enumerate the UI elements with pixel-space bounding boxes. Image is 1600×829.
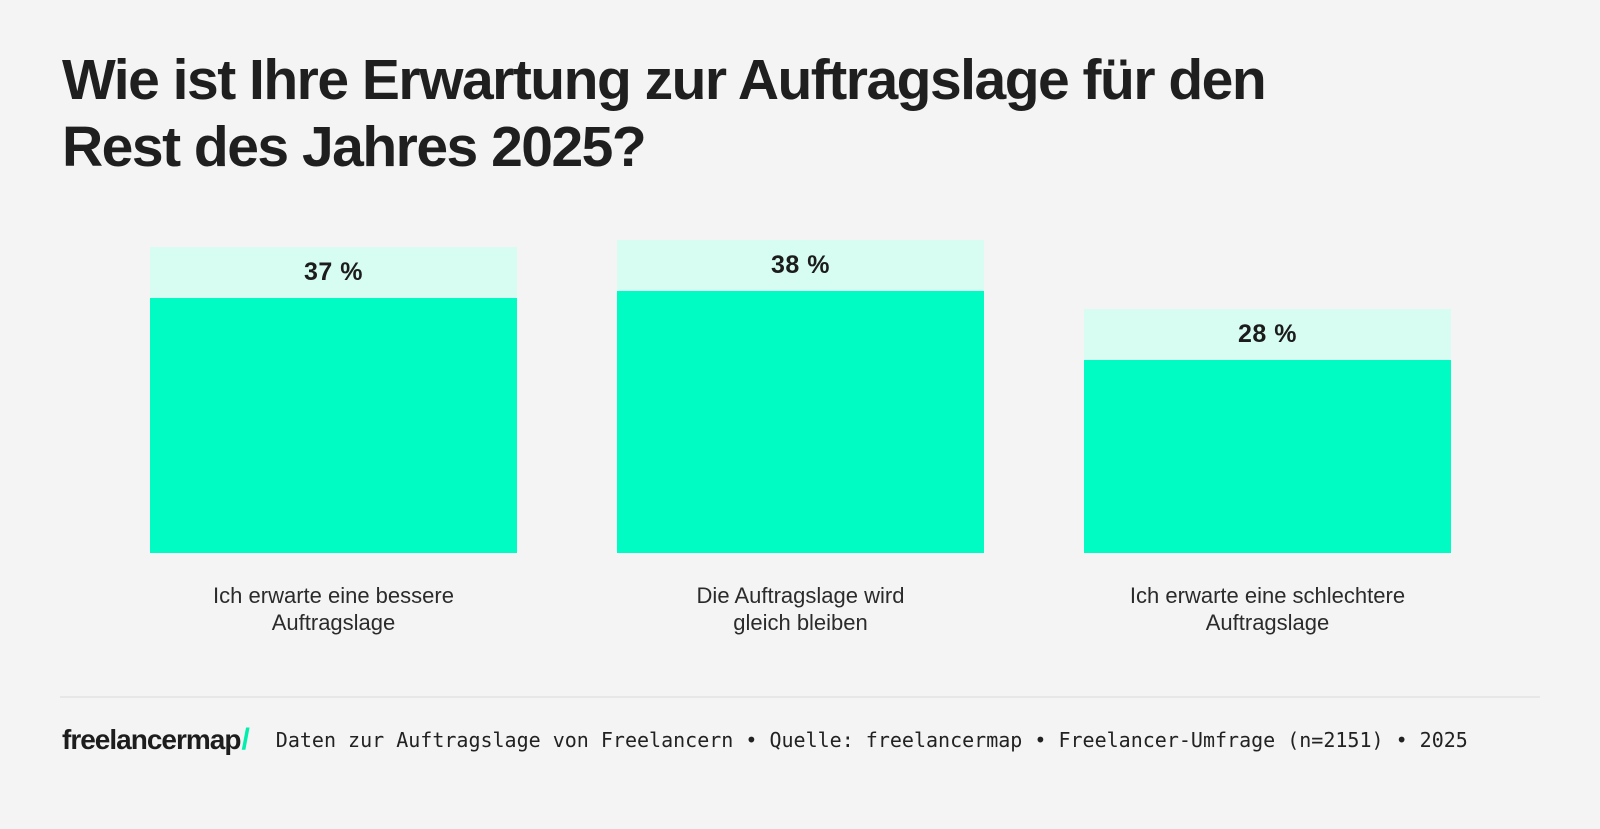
category-label-line: Auftragslage <box>271 610 396 635</box>
bar-cap: 38 % <box>617 240 984 291</box>
category-labels-row: Ich erwarte eine bessere Auftragslage Di… <box>150 582 1451 636</box>
bar-group: 38 % <box>617 240 984 553</box>
bar-fill <box>150 298 517 553</box>
logo-wordmark: freelancermap <box>62 724 241 755</box>
category-label-line: gleich bleiben <box>733 610 868 635</box>
category-label-line: Ich erwarte eine schlechtere <box>1129 583 1406 608</box>
category-label: Ich erwarte eine schlechtere Auftragslag… <box>1084 582 1451 636</box>
bar-cap: 28 % <box>1084 309 1451 360</box>
bar-group: 37 % <box>150 247 517 553</box>
bar-fill <box>617 291 984 553</box>
bar-value-label: 28 % <box>1238 320 1297 348</box>
logo-slash-icon: / <box>241 723 250 756</box>
page-title: Wie ist Ihre Erwartung zur Auftragslage … <box>62 48 1267 179</box>
category-label: Die Auftragslage wird gleich bleiben <box>617 582 984 636</box>
bar-chart: 37 % 38 % 28 % <box>150 0 1451 553</box>
bar-cap: 37 % <box>150 247 517 298</box>
category-label: Ich erwarte eine bessere Auftragslage <box>150 582 517 636</box>
category-label-line: Auftragslage <box>1205 610 1330 635</box>
footer-divider <box>60 696 1540 698</box>
bar-fill <box>1084 360 1451 553</box>
source-caption: Daten zur Auftragslage von Freelancern •… <box>275 728 1468 752</box>
footer: freelancermap / Daten zur Auftragslage v… <box>62 718 1468 762</box>
category-label-line: Ich erwarte eine bessere <box>213 583 454 608</box>
bar-value-label: 38 % <box>771 251 830 279</box>
bar-group: 28 % <box>1084 309 1451 553</box>
category-label-line: Die Auftragslage wird <box>696 583 905 608</box>
bar-value-label: 37 % <box>304 258 363 286</box>
freelancermap-logo: freelancermap / <box>62 723 250 757</box>
